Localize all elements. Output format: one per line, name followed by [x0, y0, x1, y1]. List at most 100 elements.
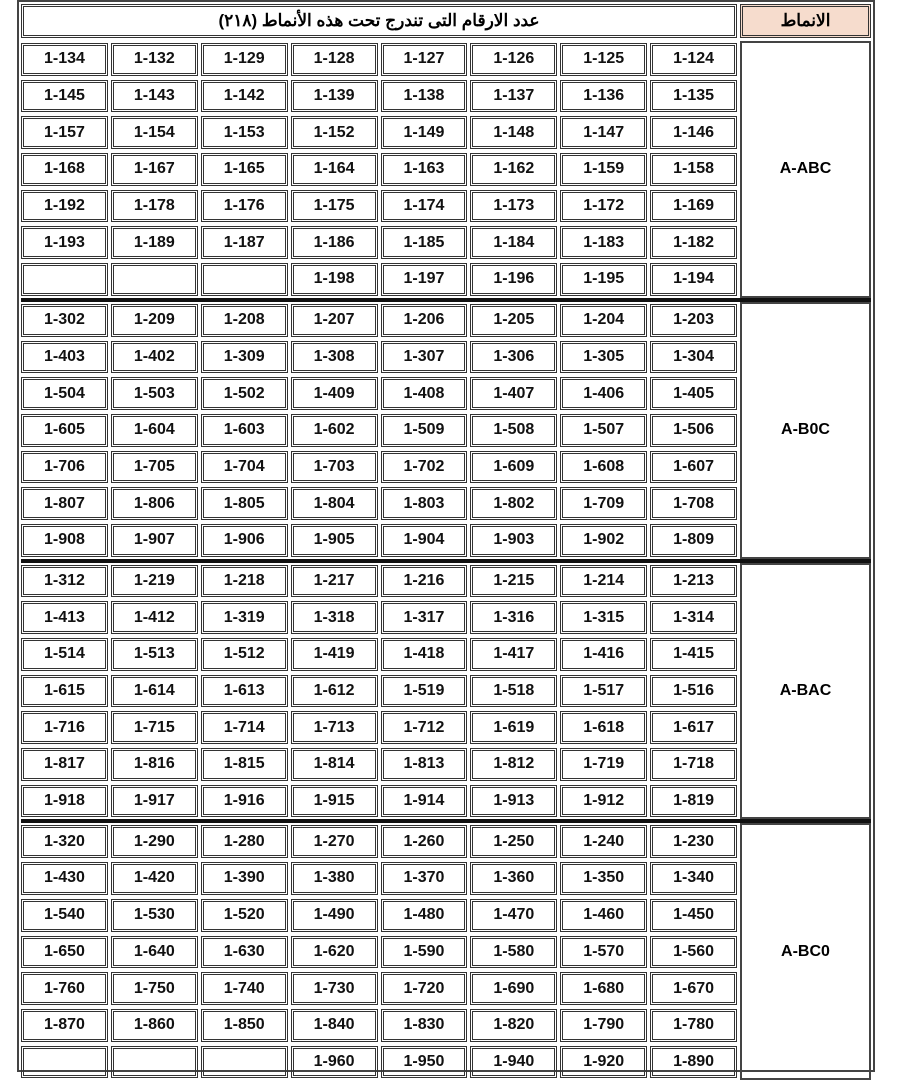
- number-cell: 1-916: [200, 784, 288, 818]
- number-cell: 1-706: [21, 450, 108, 484]
- number-cell: 1-914: [380, 784, 468, 818]
- number-cell: 1-149: [380, 116, 468, 150]
- table-row: 1-716 1-715 1-714 1-713 1-712 1-619 1-618 1-617: [21, 709, 737, 746]
- number-cell: 1-218: [200, 564, 288, 598]
- table-row: 1-908 1-907 1-906 1-905 1-904 1-903 1-902 1-809: [21, 522, 737, 559]
- number-cell: 1-186: [290, 226, 378, 260]
- number-cell: 1-670: [650, 972, 737, 1005]
- number-cell: 1-214: [560, 564, 648, 598]
- empty-cell: [110, 1045, 198, 1079]
- number-cell: 1-315: [560, 601, 648, 634]
- number-cell: 1-159: [560, 153, 648, 186]
- number-cell: 1-319: [200, 601, 288, 634]
- number-cell: 1-193: [21, 226, 108, 260]
- number-cell: 1-813: [380, 748, 468, 781]
- number-cell: 1-820: [470, 1008, 558, 1042]
- number-cell: 1-540: [21, 898, 108, 932]
- number-cell: 1-317: [380, 601, 468, 634]
- number-cell: 1-304: [650, 340, 737, 374]
- number-cell: 1-913: [470, 784, 558, 818]
- number-cell: 1-640: [110, 935, 198, 969]
- number-cell: 1-430: [21, 862, 108, 895]
- number-cell: 1-520: [200, 898, 288, 932]
- number-cell: 1-314: [650, 601, 737, 634]
- number-cell: 1-713: [290, 711, 378, 745]
- number-cell: 1-146: [650, 116, 737, 150]
- number-cell: 1-148: [470, 116, 558, 150]
- number-cell: 1-702: [380, 450, 468, 484]
- table-row: 1-312 1-219 1-218 1-217 1-216 1-215 1-214 1-213: [21, 563, 737, 600]
- table-row: 1-960 1-950 1-940 1-920 1-890: [21, 1044, 737, 1080]
- number-cell: 1-803: [380, 487, 468, 520]
- number-cell: 1-169: [650, 189, 737, 223]
- number-cell: 1-580: [470, 935, 558, 969]
- table-row: 1-817 1-816 1-815 1-814 1-813 1-812 1-719 1-718: [21, 746, 737, 783]
- number-cell: 1-906: [200, 523, 288, 557]
- number-cell: 1-704: [200, 450, 288, 484]
- number-cell: 1-719: [560, 748, 648, 781]
- table-row: 1-198 1-197 1-196 1-195 1-194: [21, 261, 737, 298]
- number-cell: 1-192: [21, 189, 108, 223]
- number-cell: 1-143: [110, 79, 198, 113]
- number-cell: 1-917: [110, 784, 198, 818]
- number-cell: 1-136: [560, 79, 648, 113]
- number-cell: 1-167: [110, 153, 198, 186]
- number-cell: 1-602: [290, 413, 378, 447]
- number-cell: 1-176: [200, 189, 288, 223]
- number-cell: 1-408: [380, 377, 468, 410]
- number-cell: 1-560: [650, 935, 737, 969]
- table-row: 1-504 1-503 1-502 1-409 1-408 1-407 1-406 1-405: [21, 375, 737, 412]
- number-cell: 1-416: [560, 638, 648, 671]
- number-cell: 1-405: [650, 377, 737, 410]
- number-cell: 1-208: [200, 303, 288, 337]
- number-cell: 1-619: [470, 711, 558, 745]
- number-cell: 1-814: [290, 748, 378, 781]
- table-row: 1-192 1-178 1-176 1-175 1-174 1-173 1-172 1-169: [21, 188, 737, 225]
- number-cell: 1-215: [470, 564, 558, 598]
- number-cell: 1-608: [560, 450, 648, 484]
- number-cell: 1-860: [110, 1008, 198, 1042]
- number-cell: 1-830: [380, 1008, 468, 1042]
- table-row: 1-134 1-132 1-129 1-128 1-127 1-126 1-125 1-124: [21, 41, 737, 78]
- number-cell: 1-920: [560, 1045, 648, 1079]
- number-cell: 1-163: [380, 153, 468, 186]
- number-cell: 1-940: [470, 1045, 558, 1079]
- number-cell: 1-740: [200, 972, 288, 1005]
- number-cell: 1-402: [110, 340, 198, 374]
- number-cell: 1-164: [290, 153, 378, 186]
- number-cell: 1-316: [470, 601, 558, 634]
- number-cell: 1-950: [380, 1045, 468, 1079]
- number-cell: 1-320: [21, 825, 108, 859]
- number-cell: 1-718: [650, 748, 737, 781]
- number-cell: 1-905: [290, 523, 378, 557]
- number-cell: 1-918: [21, 784, 108, 818]
- number-cell: 1-517: [560, 674, 648, 708]
- number-cell: 1-903: [470, 523, 558, 557]
- number-cell: 1-350: [560, 862, 648, 895]
- pattern-group: 1-312 1-219 1-218 1-217 1-216 1-215 1-214 1-213…: [21, 558, 871, 820]
- number-cell: 1-615: [21, 674, 108, 708]
- number-cell: 1-230: [650, 825, 737, 859]
- empty-cell: [200, 263, 288, 296]
- number-cell: 1-198: [290, 263, 378, 296]
- number-cell: 1-217: [290, 564, 378, 598]
- table-row: 1-413 1-412 1-319 1-318 1-317 1-316 1-315 1-314: [21, 599, 737, 636]
- number-cell: 1-809: [650, 523, 737, 557]
- number-cell: 1-418: [380, 638, 468, 671]
- number-cell: 1-312: [21, 564, 108, 598]
- number-cell: 1-153: [200, 116, 288, 150]
- number-cell: 1-715: [110, 711, 198, 745]
- number-cell: 1-904: [380, 523, 468, 557]
- number-cell: 1-470: [470, 898, 558, 932]
- number-cell: 1-780: [650, 1008, 737, 1042]
- number-cell: 1-209: [110, 303, 198, 337]
- number-cell: 1-142: [200, 79, 288, 113]
- number-cell: 1-219: [110, 564, 198, 598]
- number-cell: 1-518: [470, 674, 558, 708]
- number-cell: 1-204: [560, 303, 648, 337]
- number-cell: 1-708: [650, 487, 737, 520]
- number-cell: 1-129: [200, 43, 288, 76]
- number-cell: 1-815: [200, 748, 288, 781]
- number-cell: 1-126: [470, 43, 558, 76]
- number-cell: 1-870: [21, 1008, 108, 1042]
